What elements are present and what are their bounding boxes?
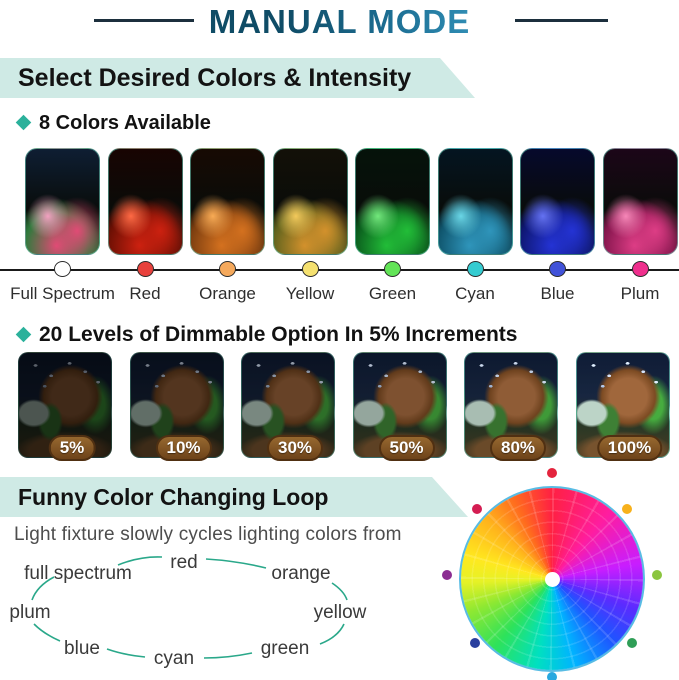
color-wheel-center	[544, 571, 560, 587]
loop-arrow-3	[319, 623, 345, 645]
title-dash-left	[94, 19, 194, 22]
color-photo-green	[355, 148, 430, 255]
loop-label-orange: orange	[271, 563, 330, 584]
loop-description: Light fixture slowly cycles lighting col…	[14, 524, 402, 545]
dimming-photo-80-: 80%	[464, 352, 558, 461]
wheel-dot-bottom-left	[470, 638, 480, 648]
wheel-dot-bottom-right	[627, 638, 637, 648]
dimming-photo-30-: 30%	[241, 352, 335, 461]
slider-dot-orange	[219, 261, 236, 277]
title-dash-right	[515, 19, 608, 22]
wheel-dot-right	[652, 570, 662, 580]
slider-label-plum: Plum	[620, 284, 660, 303]
color-slider-line	[0, 269, 679, 271]
loop-label-blue: blue	[64, 638, 100, 659]
dimming-photo-5-: 5%	[18, 352, 112, 461]
brightness-badge: 5%	[48, 435, 96, 461]
dimming-photo-10-: 10%	[129, 352, 224, 461]
loop-arrow-7	[31, 576, 55, 601]
loop-label-red: red	[170, 552, 197, 573]
dimming-photo-100-: 100%	[575, 352, 670, 461]
section-banner-select-colors: Select Desired Colors & Intensity	[0, 58, 475, 98]
heading-8-colors-label: 8 Colors Available	[39, 112, 211, 134]
loop-label-green: green	[261, 638, 310, 659]
slider-dot-yellow	[301, 261, 319, 277]
color-photo-orange	[190, 148, 265, 255]
dimming-photo-50-: 50%	[352, 352, 447, 461]
wheel-dot-bottom	[547, 672, 557, 680]
color-photo-full-spectrum	[25, 148, 100, 255]
slider-dot-blue	[549, 261, 566, 277]
color-photo-blue	[520, 148, 595, 255]
diamond-bullet-icon	[15, 326, 32, 343]
slider-dot-red	[136, 261, 154, 277]
slider-dot-green	[384, 261, 401, 277]
color-photo-cyan	[437, 148, 513, 255]
slider-label-yellow: Yellow	[285, 284, 335, 303]
loop-label-yellow: yellow	[314, 602, 367, 623]
slider-dot-full-spectrum	[54, 261, 71, 277]
loop-arrow-1	[205, 558, 267, 569]
page-title: MANUAL MODE	[0, 3, 679, 41]
heading-dimming: 20 Levels of Dimmable Option In 5% Incre…	[15, 323, 518, 347]
color-photo-yellow	[272, 148, 348, 255]
loop-arrow-5	[106, 648, 146, 658]
loop-arrows	[31, 556, 348, 659]
wheel-dot-top	[547, 468, 557, 478]
loop-arrow-6	[33, 623, 61, 642]
diamond-bullet-icon	[15, 114, 32, 131]
slider-label-full-spectrum: Full Spectrum	[10, 284, 115, 303]
loop-label-cyan: cyan	[154, 648, 194, 669]
brightness-badge: 30%	[266, 435, 324, 461]
color-photo-plum	[602, 148, 678, 255]
slider-dot-plum	[631, 261, 649, 277]
loop-label-full-spectrum: full spectrum	[24, 563, 132, 584]
heading-dimming-label: 20 Levels of Dimmable Option In 5% Incre…	[39, 323, 518, 346]
section-banner-loop: Funny Color Changing Loop	[0, 477, 468, 517]
slider-label-orange: Orange	[199, 284, 256, 303]
color-photo-red	[107, 148, 183, 255]
brightness-badge: 50%	[378, 435, 435, 461]
loop-arrow-0	[117, 556, 163, 566]
heading-8-colors: 8 Colors Available	[15, 112, 211, 135]
loop-arrow-2	[331, 582, 348, 601]
loop-arrow-4	[203, 652, 253, 659]
wheel-dot-top-left	[472, 504, 482, 514]
slider-label-green: Green	[368, 284, 417, 303]
brightness-badge: 80%	[489, 435, 547, 461]
slider-label-blue: Blue	[540, 284, 575, 303]
brightness-badge: 10%	[155, 435, 212, 461]
wheel-dot-left	[442, 570, 452, 580]
slider-label-cyan: Cyan	[455, 284, 495, 303]
brightness-badge: 100%	[596, 435, 663, 461]
wheel-dot-top-right	[622, 504, 632, 514]
loop-label-plum: plum	[9, 602, 50, 623]
slider-dot-cyan	[466, 261, 484, 277]
color-wheel	[459, 486, 645, 672]
slider-label-red: Red	[129, 284, 161, 303]
